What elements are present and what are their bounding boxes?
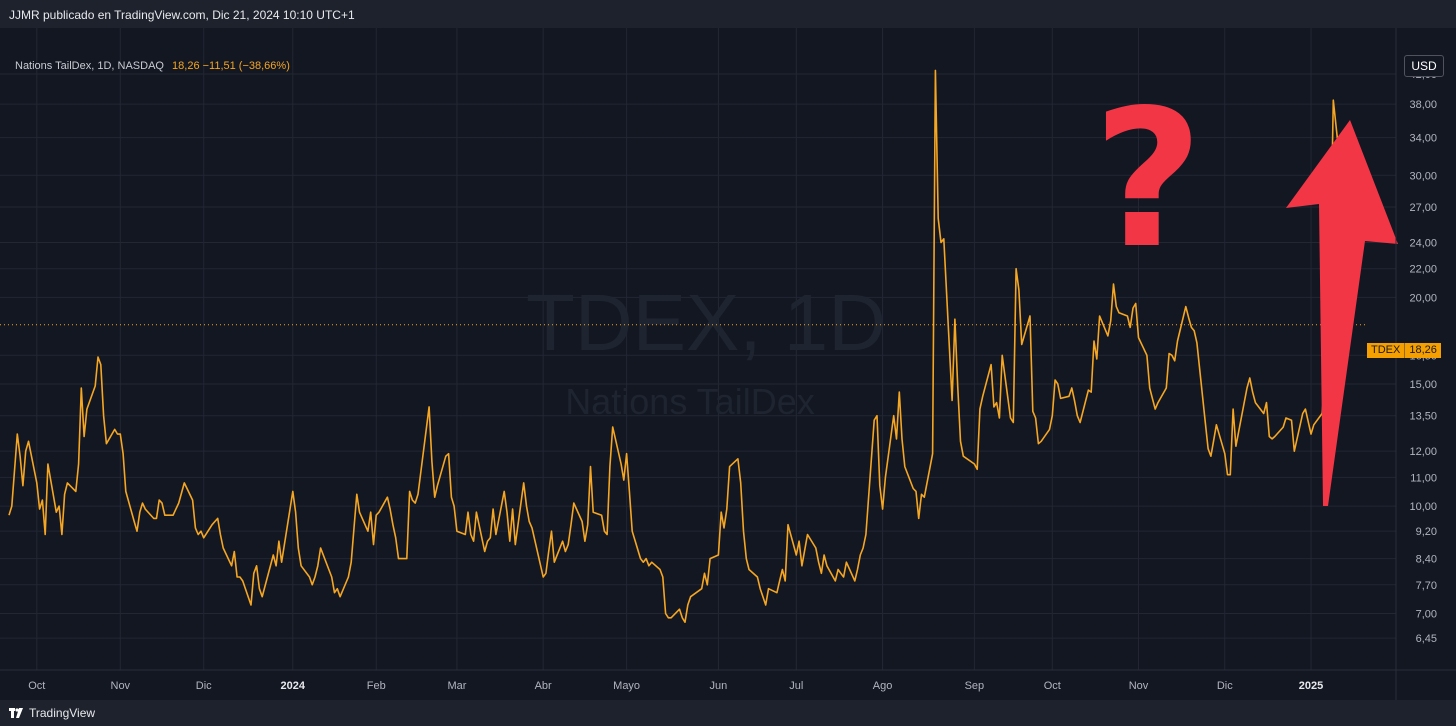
x-tick-label: Dic	[1217, 680, 1233, 692]
watermark-ticker: TDEX, 1D	[526, 278, 886, 367]
x-tick-label: Feb	[367, 680, 386, 692]
legend: Nations TailDex, 1D, NASDAQ 18,26 −11,51…	[15, 60, 290, 72]
price-tag-symbol: TDEX	[1367, 343, 1405, 358]
chart-plot[interactable]: TDEX, 1D Nations TailDex ? Oct Nov Dic 2024…	[0, 28, 1456, 700]
y-tick-label: 15,00	[1409, 379, 1437, 391]
legend-values: 18,26 −11,51 (−38,66%)	[172, 60, 290, 72]
x-tick-label: Mar	[447, 680, 466, 692]
y-axis: 42,0038,0034,0030,0027,0024,0022,0020,00…	[1395, 28, 1437, 700]
y-tick-label: 27,00	[1409, 202, 1437, 214]
annotations: ?	[1093, 69, 1398, 506]
x-tick-label: Nov	[111, 680, 131, 692]
x-axis: Oct Nov Dic 2024 Feb Mar Abr Mayo Jun Jul Ago Sep Oc…	[0, 669, 1456, 692]
y-tick-label: 6,45	[1416, 633, 1437, 645]
y-tick-label: 30,00	[1409, 170, 1437, 182]
tdex-series-line	[8, 69, 1346, 623]
legend-symbol: Nations TailDex, 1D, NASDAQ	[15, 60, 164, 72]
x-tick-label: Jul	[789, 680, 803, 692]
x-tick-label: Nov	[1129, 680, 1149, 692]
y-tick-label: 13,50	[1409, 411, 1437, 423]
x-tick-label: Abr	[535, 680, 552, 692]
last-price-tag: TDEX 18,26	[1367, 343, 1441, 358]
y-tick-label: 8,40	[1416, 554, 1437, 566]
price-tag-value: 18,26	[1404, 343, 1441, 358]
publisher-bar: JJMR publicado en TradingView.com, Dic 2…	[0, 0, 1456, 28]
watermark-name: Nations TailDex	[565, 381, 814, 422]
chart-area[interactable]: TDEX, 1D Nations TailDex ? Oct Nov Dic 2024…	[0, 28, 1456, 700]
y-tick-label: 9,20	[1416, 526, 1437, 538]
question-mark-annotation: ?	[1093, 69, 1203, 290]
x-tick-label: 2025	[1299, 680, 1323, 692]
y-tick-label: 7,00	[1416, 608, 1437, 620]
publisher-text: JJMR publicado en TradingView.com, Dic 2…	[9, 8, 355, 22]
x-tick-label: Ago	[873, 680, 893, 692]
footer-bar: TradingView	[0, 700, 1456, 726]
y-tick-label: 34,00	[1409, 133, 1437, 145]
grid-lines	[0, 28, 1396, 670]
up-arrow-annotation	[1286, 120, 1398, 506]
tradingview-logo[interactable]: TradingView	[9, 706, 95, 720]
tradingview-brand: TradingView	[29, 706, 96, 720]
tradingview-logo-icon	[9, 708, 23, 718]
y-tick-label: 10,00	[1409, 501, 1437, 513]
x-tick-label: Jun	[710, 680, 728, 692]
x-tick-label: Oct	[28, 680, 45, 692]
x-tick-label: 2024	[281, 680, 306, 692]
y-tick-label: 7,70	[1416, 580, 1437, 592]
y-tick-label: 22,00	[1409, 264, 1437, 276]
x-tick-label: Sep	[965, 680, 985, 692]
y-tick-label: 24,00	[1409, 237, 1437, 249]
currency-button[interactable]: USD	[1404, 55, 1444, 77]
watermark: TDEX, 1D Nations TailDex	[526, 278, 886, 422]
x-tick-label: Dic	[196, 680, 212, 692]
y-tick-label: 20,00	[1409, 292, 1437, 304]
x-tick-label: Oct	[1044, 680, 1061, 692]
y-tick-label: 38,00	[1409, 99, 1437, 111]
x-tick-label: Mayo	[613, 680, 640, 692]
y-tick-label: 12,00	[1409, 446, 1437, 458]
y-tick-label: 11,00	[1410, 472, 1437, 484]
